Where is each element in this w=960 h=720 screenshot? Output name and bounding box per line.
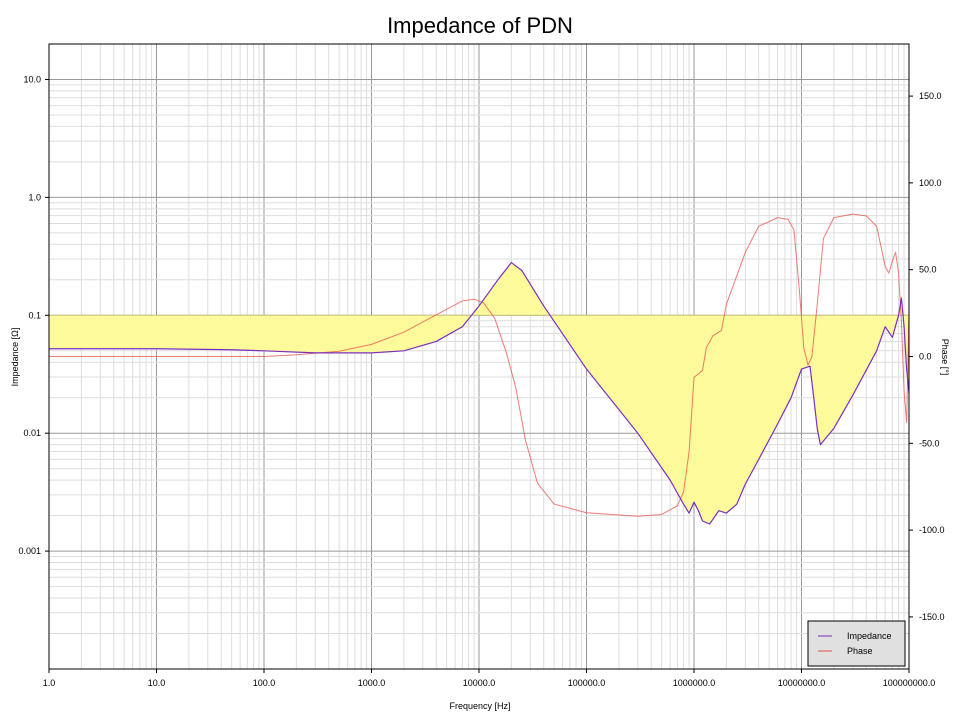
left-y-tick-label: 10.0 xyxy=(23,74,41,84)
left-y-tick-label: 0.1 xyxy=(28,310,41,320)
legend-label-impedance: Impedance xyxy=(847,631,892,641)
series-lines xyxy=(49,213,910,525)
left-y-tick-label: 1.0 xyxy=(28,192,41,202)
right-y-tick-label: 0.0 xyxy=(919,352,932,362)
legend-box xyxy=(807,620,906,667)
x-tick-label: 1000000.0 xyxy=(673,678,716,688)
x-tick-label: 1.0 xyxy=(43,678,56,688)
right-y-tick-label: 150.0 xyxy=(919,91,942,101)
x-axis-ticks: 1.0 10.0 100.0 1000.0 10000.0 100000.0 1000000… xyxy=(43,669,936,688)
x-tick-label: 1000.0 xyxy=(358,678,386,688)
right-y-tick-label: -100.0 xyxy=(919,525,945,535)
x-tick-label: 100.0 xyxy=(253,678,276,688)
x-tick-label: 10000.0 xyxy=(463,678,496,688)
phase-line xyxy=(49,213,910,517)
legend: Impedance Phase xyxy=(807,620,906,667)
right-y-tick-label: 50.0 xyxy=(919,265,937,275)
right-y-tick-label: -50.0 xyxy=(919,438,940,448)
left-y-axis-title: Impedance [Ω] xyxy=(10,328,20,387)
right-y-tick-label: -150.0 xyxy=(919,612,945,622)
impedance-line xyxy=(49,261,910,525)
legend-label-phase: Phase xyxy=(847,646,873,656)
left-y-axis-ticks: 0.001 0.01 0.1 1.0 10.0 xyxy=(18,74,49,556)
left-y-tick-label: 0.001 xyxy=(18,546,41,556)
x-tick-label: 100000000.0 xyxy=(883,678,936,688)
x-axis-title: Frequency [Hz] xyxy=(449,701,510,711)
x-tick-label: 10.0 xyxy=(148,678,166,688)
x-tick-label: 10000000.0 xyxy=(778,678,826,688)
right-y-tick-label: 100.0 xyxy=(919,178,942,188)
left-y-tick-label: 0.01 xyxy=(23,428,41,438)
target-impedance-fill-area xyxy=(49,262,909,524)
chart-title: Impedance of PDN xyxy=(387,13,573,38)
impedance-fill-area xyxy=(49,262,909,524)
x-tick-label: 100000.0 xyxy=(568,678,606,688)
right-y-axis-ticks: -150.0 -100.0 -50.0 0.0 50.0 100.0 150.0 xyxy=(909,91,945,622)
right-y-axis-title: Phase [°] xyxy=(940,339,950,376)
